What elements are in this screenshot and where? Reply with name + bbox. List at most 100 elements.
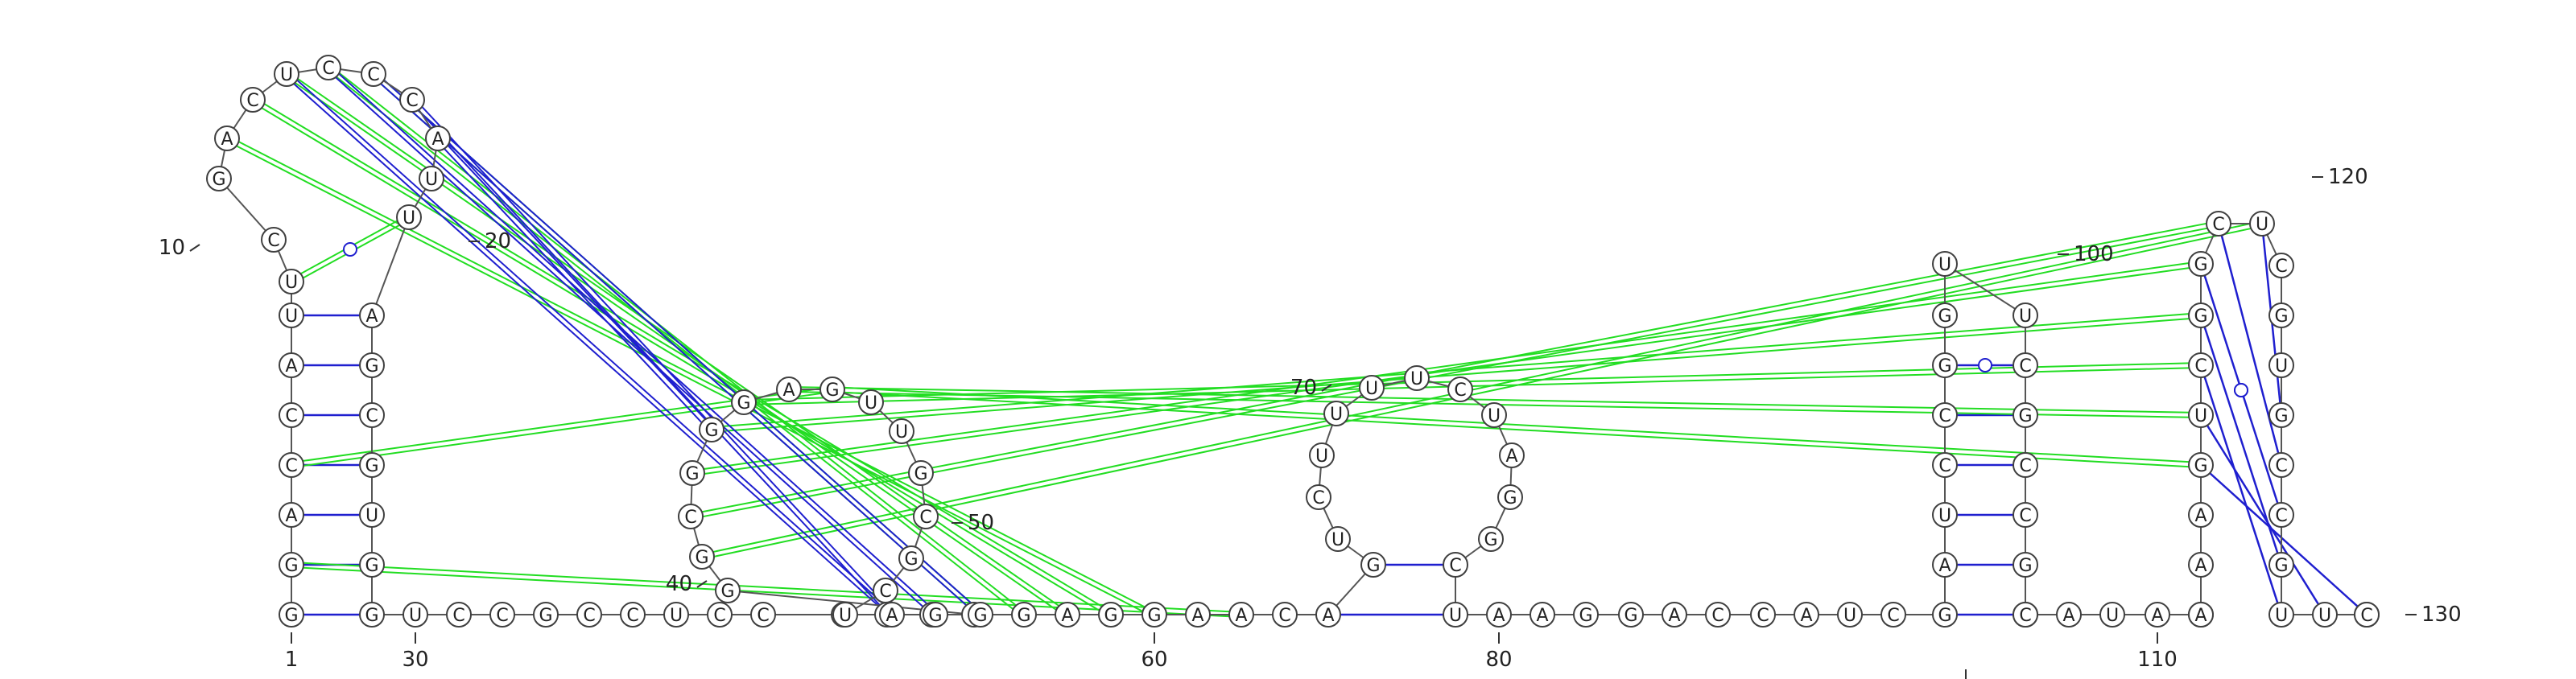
nucleotide-base-letter: U xyxy=(2275,606,2288,626)
nucleotide-base-letter: C xyxy=(2360,606,2372,626)
nucleotide-base-letter: U xyxy=(2019,307,2032,327)
nucleotide-base-letter: C xyxy=(1312,488,1324,508)
position-label-60: 60 xyxy=(1141,648,1167,672)
nucleotide-130: C xyxy=(2354,602,2380,628)
nucleotide-base-letter: A xyxy=(782,381,795,401)
nucleotide-118: C xyxy=(2206,211,2231,237)
nucleotide-90: G xyxy=(1932,602,1958,628)
noncanonical-pair-line xyxy=(712,316,2202,433)
nucleotide-24: U xyxy=(359,502,385,528)
nucleotide-base-letter: G xyxy=(1938,356,1951,377)
nucleotide-124: C xyxy=(2268,452,2294,478)
nucleotide-base-letter: C xyxy=(2275,506,2287,526)
nucleotide-6: A xyxy=(279,352,304,378)
tertiary-pair-line xyxy=(374,72,983,614)
nucleotide-base-letter: U xyxy=(2275,356,2288,377)
nucleotide-33: U xyxy=(663,602,689,628)
nucleotide-115: C xyxy=(2188,352,2214,378)
position-label-40: 40 xyxy=(666,572,692,596)
nucleotide-28: C xyxy=(446,602,472,628)
position-tick xyxy=(1321,384,1332,392)
nucleotide-88: U xyxy=(1837,602,1863,628)
canonical-pair-line xyxy=(2217,223,2283,466)
noncanonical-pair-line xyxy=(691,261,2201,472)
nucleotide-60: G xyxy=(1098,602,1124,628)
nucleotide-64: C xyxy=(1272,602,1298,628)
wobble-pair-marker xyxy=(343,242,357,257)
nucleotide-8: U xyxy=(279,269,304,294)
noncanonical-pair-line xyxy=(291,562,1242,614)
tertiary-interaction-lines xyxy=(225,64,2263,618)
nucleotide-base-letter: U xyxy=(1843,606,1856,626)
nucleotide-106: A xyxy=(2056,602,2082,628)
position-label-100: 100 xyxy=(2074,242,2114,266)
nucleotide-base-letter: G xyxy=(284,606,298,626)
nucleotide-76: G xyxy=(1497,484,1523,510)
nucleotide-base-letter: G xyxy=(1503,488,1517,508)
nucleotide-base-letter: U xyxy=(2318,606,2331,626)
canonical-pair-line xyxy=(2199,414,2326,615)
nucleotide-25: G xyxy=(359,552,385,578)
tertiary-pair-line xyxy=(413,97,894,614)
nucleotide-base-letter: U xyxy=(1315,446,1328,467)
nucleotide-72: U xyxy=(1404,365,1430,391)
nucleotide-base-letter: U xyxy=(895,422,908,442)
nucleotide-29: C xyxy=(489,602,515,628)
nucleotide-47: G xyxy=(819,377,845,402)
nucleotide-79: U xyxy=(1443,602,1468,628)
nucleotide-41: G xyxy=(689,544,715,570)
nucleotide-12: C xyxy=(240,87,266,113)
nucleotide-base-letter: C xyxy=(496,606,508,626)
tertiary-pair-line xyxy=(284,75,891,617)
base-pair-lines xyxy=(291,223,2368,616)
nucleotide-base-letter: C xyxy=(1711,606,1724,626)
nucleotide-base-letter: U xyxy=(1938,255,1951,275)
nucleotide-base-letter: C xyxy=(1449,556,1461,576)
nucleotide-16: C xyxy=(399,87,425,113)
nucleotide-67: U xyxy=(1325,526,1351,552)
nucleotide-5: C xyxy=(279,402,304,428)
nucleotide-105: C xyxy=(2013,602,2038,628)
noncanonical-pair-line xyxy=(743,362,2201,401)
nucleotide-base-letter: G xyxy=(2018,406,2032,426)
nucleotide-125: C xyxy=(2268,502,2294,528)
nucleotide-base-letter: G xyxy=(1624,606,1637,626)
nucleotide-63: A xyxy=(1228,602,1254,628)
nucleotide-base-letter: G xyxy=(365,606,378,626)
nucleotide-base-letter: U xyxy=(1410,369,1423,389)
nucleotide-27: U xyxy=(402,602,428,628)
nucleotide-base-letter: A xyxy=(1061,606,1073,626)
noncanonical-pair-line xyxy=(254,97,1113,614)
noncanonical-pair-line xyxy=(711,312,2201,429)
nucleotide-117: G xyxy=(2188,251,2214,277)
backbone-segment xyxy=(218,178,275,241)
nucleotide-base-letter: U xyxy=(865,393,877,414)
nucleotide-40: G xyxy=(715,578,741,603)
nucleotide-base-letter: G xyxy=(1484,530,1497,550)
nucleotide-119: U xyxy=(2249,211,2275,237)
nucleotide-83: G xyxy=(1618,602,1644,628)
nucleotide-57: G xyxy=(968,602,993,628)
nucleotide-94: C xyxy=(1932,402,1958,428)
noncanonical-pair-line xyxy=(832,386,2202,464)
nucleotide-base-letter: C xyxy=(713,606,725,626)
nucleotide-112: A xyxy=(2188,502,2214,528)
nucleotide-base-letter: G xyxy=(1147,606,1161,626)
canonical-pair-line xyxy=(2199,364,2283,615)
nucleotide-26: G xyxy=(359,602,385,628)
nucleotide-10: G xyxy=(206,166,232,191)
nucleotide-77: G xyxy=(1478,526,1504,552)
nucleotide-base-letter: G xyxy=(365,556,378,576)
backbone-segment xyxy=(1944,263,2026,316)
nucleotide-80: A xyxy=(1486,602,1512,628)
nucleotide-59: A xyxy=(1055,602,1080,628)
nucleotide-base-letter: C xyxy=(1938,456,1951,476)
nucleotide-85: C xyxy=(1705,602,1731,628)
nucleotide-base-letter: U xyxy=(1449,606,1462,626)
nucleotide-84: A xyxy=(1662,602,1687,628)
nucleotide-base-letter: G xyxy=(825,381,839,401)
position-label-1: 1 xyxy=(285,648,299,672)
nucleotide-base-letter: C xyxy=(452,606,464,626)
nucleotide-92: U xyxy=(1932,502,1958,528)
nucleotide-base-letter: G xyxy=(2274,307,2288,327)
